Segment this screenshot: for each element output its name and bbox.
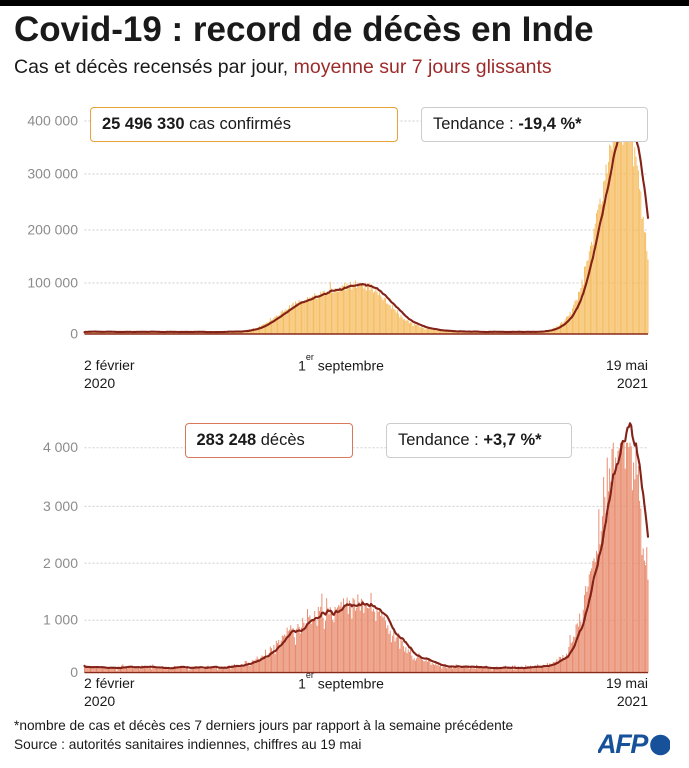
svg-text:AFP: AFP bbox=[598, 730, 649, 759]
svg-text:4 000: 4 000 bbox=[43, 439, 78, 455]
svg-text:400 000: 400 000 bbox=[27, 113, 78, 129]
svg-text:200 000: 200 000 bbox=[27, 222, 78, 238]
svg-text:300 000: 300 000 bbox=[27, 166, 78, 182]
svg-text:3 000: 3 000 bbox=[43, 498, 78, 514]
svg-text:0: 0 bbox=[70, 326, 78, 342]
svg-text:100 000: 100 000 bbox=[27, 275, 78, 291]
svg-text:2 000: 2 000 bbox=[43, 555, 78, 571]
svg-text:1 000: 1 000 bbox=[43, 612, 78, 628]
svg-text:0: 0 bbox=[70, 664, 78, 680]
